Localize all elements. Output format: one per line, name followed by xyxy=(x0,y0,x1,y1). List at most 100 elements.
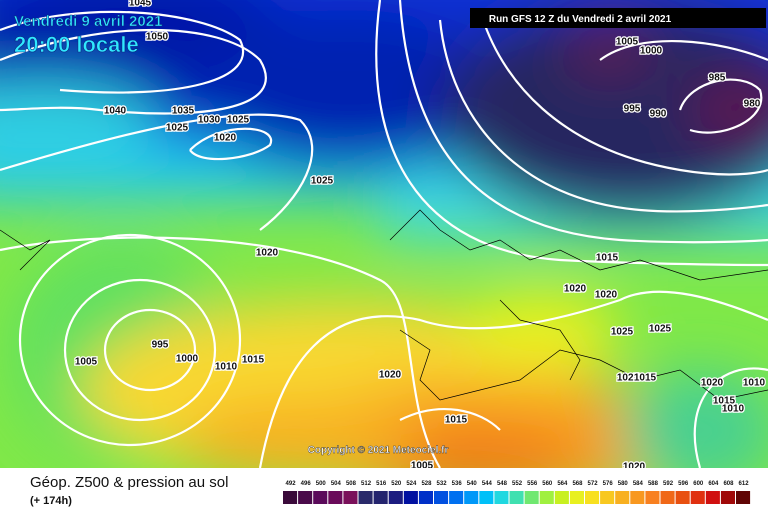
isobar-label: 1000 xyxy=(640,46,663,57)
scale-label: 596 xyxy=(678,481,689,487)
scale-swatch xyxy=(705,491,720,504)
isobar-label: 1050 xyxy=(146,32,169,43)
isobar-label: 1040 xyxy=(104,106,127,117)
scale-swatch xyxy=(313,491,328,504)
scale-label: 496 xyxy=(301,481,312,487)
scale-label: 612 xyxy=(739,481,750,487)
isobar-label: 980 xyxy=(744,99,761,110)
map-field xyxy=(0,0,768,468)
scale-swatch xyxy=(298,491,313,504)
footer-bar xyxy=(0,468,768,512)
map-title: Géop. Z500 & pression au sol xyxy=(30,474,228,491)
scale-label: 540 xyxy=(467,481,478,487)
isobar-label: 1025 xyxy=(227,115,250,126)
isobar-label: 995 xyxy=(624,104,641,115)
scale-label: 556 xyxy=(527,481,538,487)
scale-swatch xyxy=(479,491,494,504)
isobar-label: 1025 xyxy=(611,327,634,338)
isobars xyxy=(0,0,768,468)
scale-swatch xyxy=(660,491,675,504)
scale-swatch xyxy=(509,491,524,504)
scale-swatch xyxy=(449,491,464,504)
scale-label: 512 xyxy=(361,481,372,487)
isobar-label: 1005 xyxy=(616,37,639,48)
scale-swatch xyxy=(585,491,600,504)
scale-swatch xyxy=(388,491,403,504)
isobar-label: 1020 xyxy=(256,248,279,259)
scale-label: 500 xyxy=(316,481,327,487)
scale-label: 584 xyxy=(633,481,644,487)
scale-swatch xyxy=(418,491,433,504)
scale-swatch xyxy=(464,491,479,504)
isobar-label: 1025 xyxy=(311,176,334,187)
scale-swatch xyxy=(373,491,388,504)
scale-label: 504 xyxy=(331,481,342,487)
scale-swatch xyxy=(524,491,539,504)
scale-label: 536 xyxy=(452,481,463,487)
isobar-label: 1025 xyxy=(617,373,640,384)
scale-label: 580 xyxy=(618,481,629,487)
isobar-label: 1015 xyxy=(242,355,265,366)
scale-swatch xyxy=(690,491,705,504)
scale-swatch xyxy=(569,491,584,504)
isobar-label: 1015 xyxy=(713,396,736,407)
isobar-label: 1020 xyxy=(214,133,237,144)
local-time: 20:00 locale xyxy=(14,32,139,57)
scale-label: 520 xyxy=(391,481,402,487)
scale-swatch xyxy=(554,491,569,504)
scale-label: 492 xyxy=(286,481,297,487)
isobar-label: 1010 xyxy=(215,362,238,373)
isobar-label: 1030 xyxy=(198,115,221,126)
scale-label: 564 xyxy=(557,481,568,487)
scale-label: 560 xyxy=(542,481,553,487)
scale-label: 508 xyxy=(346,481,357,487)
run-text: Run GFS 12 Z du Vendredi 2 avril 2021 xyxy=(489,14,672,25)
scale-swatch xyxy=(494,491,509,504)
scale-swatch xyxy=(539,491,554,504)
scale-label: 548 xyxy=(497,481,508,487)
scale-swatch xyxy=(600,491,615,504)
isobar-label: 1020 xyxy=(379,370,402,381)
isobar-label: 990 xyxy=(650,109,667,120)
isobar-label: 1020 xyxy=(595,290,618,301)
scale-label: 528 xyxy=(421,481,432,487)
scale-label: 608 xyxy=(723,481,734,487)
isobar-label: 1000 xyxy=(176,354,199,365)
color-scale: 492 496 500 504 508 512 516 520 524 528 532 536 540 5… xyxy=(283,481,751,504)
scale-swatch xyxy=(736,491,751,504)
isobar-label: 1025 xyxy=(166,123,189,134)
isobar-label: 1035 xyxy=(172,106,195,117)
run-banner xyxy=(470,8,766,28)
lead-time: (+ 174h) xyxy=(30,495,72,507)
isobar-label: 1015 xyxy=(445,415,468,426)
scale-label: 524 xyxy=(406,481,417,487)
isobar-label: 1010 xyxy=(722,404,745,415)
scale-swatch xyxy=(403,491,418,504)
scale-label: 600 xyxy=(693,481,704,487)
scale-swatch xyxy=(615,491,630,504)
scale-swatch xyxy=(630,491,645,504)
isobar-label: 1025 xyxy=(649,324,672,335)
scale-swatch xyxy=(328,491,343,504)
scale-label: 604 xyxy=(708,481,719,487)
scale-label: 552 xyxy=(512,481,523,487)
scale-label: 532 xyxy=(437,481,448,487)
isobar-label: 1005 xyxy=(75,357,98,368)
isobar-label: 1015 xyxy=(596,253,619,264)
date: Vendredi 9 avril 2021 xyxy=(14,13,162,30)
isobar-label: 1010 xyxy=(743,378,766,389)
isobar-label: 995 xyxy=(152,340,169,351)
scale-swatch xyxy=(675,491,690,504)
scale-label: 592 xyxy=(663,481,674,487)
scale-swatch xyxy=(434,491,449,504)
scale-swatch xyxy=(720,491,735,504)
isobar-label: 1020 xyxy=(564,284,587,295)
scale-label: 572 xyxy=(588,481,599,487)
isobar-label: 985 xyxy=(709,73,726,84)
isobar-label: 1020 xyxy=(701,378,724,389)
isobar-label: 1045 xyxy=(129,0,152,9)
scale-label: 568 xyxy=(572,481,583,487)
